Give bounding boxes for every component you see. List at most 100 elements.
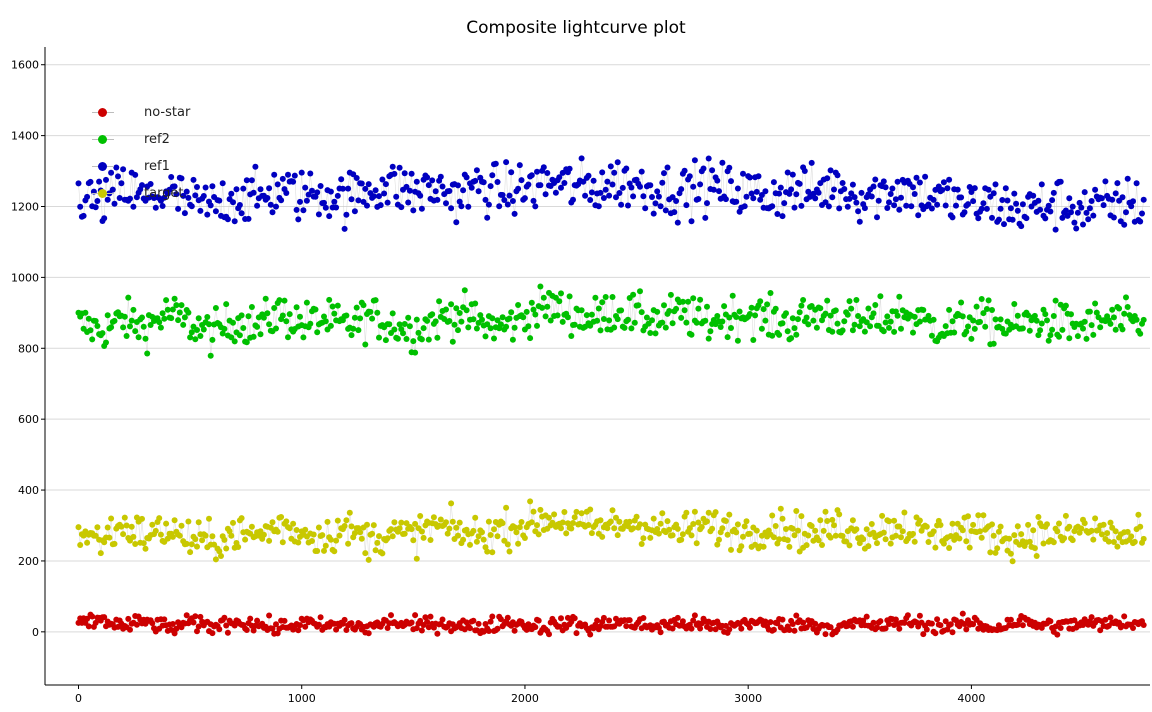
point-ref2 — [458, 318, 465, 325]
point-target — [901, 509, 908, 516]
point-ref1 — [975, 215, 982, 222]
point-ref1 — [939, 187, 946, 193]
point-ref1 — [544, 170, 551, 176]
point-ref1 — [791, 204, 798, 211]
point-ref2 — [386, 321, 393, 328]
point-target — [269, 519, 276, 526]
point-ref1 — [396, 164, 403, 171]
point-ref2 — [534, 322, 540, 329]
point-ref1 — [496, 203, 503, 210]
point-ref2 — [389, 310, 396, 317]
point-ref1 — [1139, 210, 1145, 217]
point-target — [637, 521, 643, 528]
point-target — [391, 519, 398, 526]
point-no-star — [192, 613, 199, 620]
y-tick-label-1200: 1200 — [11, 201, 39, 214]
point-ref2 — [1056, 333, 1062, 340]
point-ref2 — [1045, 337, 1052, 344]
point-ref2 — [631, 319, 638, 326]
point-ref1 — [314, 189, 321, 196]
point-ref1 — [681, 167, 688, 174]
point-ref1 — [321, 199, 327, 206]
point-ref1 — [1049, 197, 1056, 204]
point-ref1 — [892, 196, 899, 203]
point-ref2 — [1068, 311, 1074, 318]
point-ref1 — [1066, 195, 1073, 202]
point-target — [376, 533, 382, 540]
point-ref2 — [973, 303, 980, 310]
point-ref1 — [750, 195, 757, 202]
point-ref2 — [463, 307, 470, 314]
point-no-star — [85, 623, 92, 630]
point-target — [199, 537, 206, 544]
point-ref1 — [650, 210, 657, 217]
point-ref2 — [611, 324, 618, 331]
point-target — [1044, 521, 1050, 528]
point-ref2 — [683, 319, 690, 326]
point-ref2 — [453, 305, 460, 312]
point-no-star — [422, 614, 429, 621]
point-ref1 — [278, 197, 285, 204]
point-no-star — [1057, 625, 1064, 631]
point-ref2 — [752, 312, 759, 319]
point-target — [364, 521, 370, 528]
point-ref2 — [187, 334, 194, 341]
point-target — [1031, 545, 1038, 552]
point-target — [164, 535, 171, 542]
point-ref2 — [949, 318, 956, 325]
point-ref2 — [746, 311, 753, 317]
point-ref2 — [367, 308, 374, 315]
point-target — [930, 528, 937, 535]
point-ref1 — [916, 179, 923, 186]
point-ref2 — [673, 305, 680, 312]
point-ref2 — [374, 309, 381, 316]
point-ref2 — [886, 324, 892, 331]
point-ref2 — [1124, 304, 1131, 310]
point-target — [571, 514, 578, 521]
point-ref1 — [1133, 180, 1140, 187]
x-tick-label-1000: 1000 — [288, 692, 316, 705]
point-ref2 — [228, 334, 235, 341]
point-ref1 — [1140, 196, 1147, 203]
point-ref1 — [540, 164, 547, 171]
point-ref2 — [1019, 325, 1026, 332]
point-ref1 — [279, 175, 286, 182]
point-ref2 — [424, 317, 431, 324]
point-target — [856, 540, 863, 547]
point-ref1 — [741, 203, 748, 210]
point-ref2 — [204, 314, 211, 320]
point-ref1 — [889, 185, 896, 192]
point-ref1 — [194, 184, 200, 190]
point-no-star — [613, 615, 619, 622]
point-ref1 — [774, 211, 781, 217]
point-no-star — [247, 615, 254, 622]
point-target — [896, 523, 903, 530]
point-target — [410, 537, 417, 544]
point-no-star — [1054, 631, 1061, 638]
point-ref1 — [307, 170, 314, 177]
point-ref1 — [722, 196, 729, 203]
point-no-star — [812, 620, 819, 627]
point-ref1 — [87, 178, 94, 185]
point-no-star — [573, 630, 580, 637]
point-ref1 — [1090, 212, 1097, 219]
point-ref1 — [405, 199, 412, 206]
point-ref1 — [753, 188, 760, 195]
point-ref2 — [355, 327, 362, 334]
point-ref1 — [271, 171, 278, 178]
point-ref2 — [597, 327, 604, 334]
point-ref1 — [494, 179, 501, 185]
point-ref1 — [460, 187, 467, 194]
point-target — [455, 532, 461, 539]
legend-label-no-star: no-star — [144, 105, 191, 120]
point-ref1 — [333, 204, 340, 211]
point-ref1 — [990, 190, 997, 197]
point-target — [453, 524, 460, 531]
point-ref2 — [990, 340, 997, 347]
point-target — [183, 540, 190, 547]
point-ref1 — [437, 173, 444, 180]
point-target — [398, 519, 405, 526]
point-target — [714, 541, 721, 548]
point-ref2 — [989, 307, 995, 313]
point-ref2 — [1109, 306, 1116, 313]
